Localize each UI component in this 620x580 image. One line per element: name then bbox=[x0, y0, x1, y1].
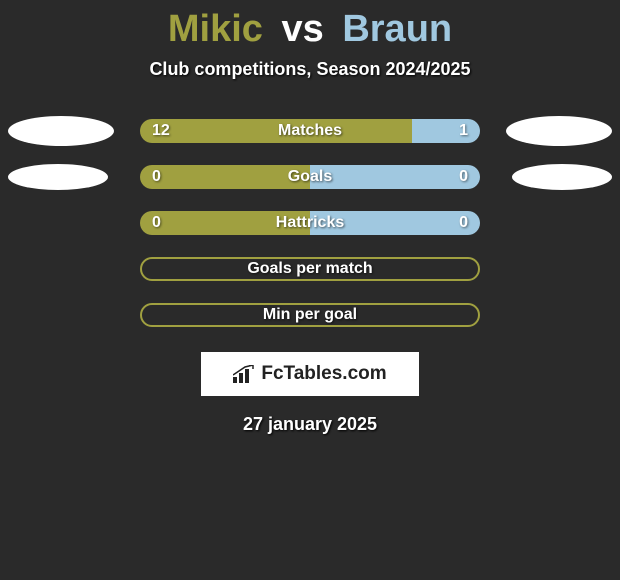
chart-growth-icon bbox=[233, 365, 255, 383]
stat-row: 0 0 Goals bbox=[0, 154, 620, 200]
player1-name: Mikic bbox=[168, 8, 263, 50]
branding-badge: FcTables.com bbox=[201, 352, 419, 396]
stat-label: Hattricks bbox=[276, 214, 344, 232]
player2-segment bbox=[412, 119, 480, 143]
stat-bar: Goals per match bbox=[140, 257, 480, 281]
stat-label: Goals per match bbox=[247, 260, 372, 278]
player1-badge-ellipse bbox=[8, 116, 114, 146]
player2-value: 1 bbox=[459, 122, 468, 140]
stat-bar: 12 1 Matches bbox=[140, 119, 480, 143]
stat-label: Goals bbox=[288, 168, 332, 186]
player2-name: Braun bbox=[342, 8, 452, 50]
subtitle: Club competitions, Season 2024/2025 bbox=[0, 59, 620, 80]
player1-badge-ellipse bbox=[8, 164, 108, 190]
stat-row: Min per goal bbox=[0, 292, 620, 338]
stat-bar: 0 0 Hattricks bbox=[140, 211, 480, 235]
date-text: 27 january 2025 bbox=[0, 414, 620, 435]
player1-value: 12 bbox=[152, 122, 170, 140]
stat-label: Min per goal bbox=[263, 306, 357, 324]
stats-container: 12 1 Matches 0 0 Goals 0 0 Hattricks Goals per ma… bbox=[0, 108, 620, 338]
branding-text: FcTables.com bbox=[261, 363, 386, 385]
player1-value: 0 bbox=[152, 214, 161, 232]
vs-text: vs bbox=[281, 8, 323, 50]
player2-badge-ellipse bbox=[506, 116, 612, 146]
player1-segment bbox=[140, 119, 412, 143]
stat-bar: Min per goal bbox=[140, 303, 480, 327]
player2-value: 0 bbox=[459, 214, 468, 232]
comparison-title: Mikic vs Braun bbox=[0, 0, 620, 51]
player1-segment bbox=[140, 165, 310, 189]
stat-row: 0 0 Hattricks bbox=[0, 200, 620, 246]
stat-bar: 0 0 Goals bbox=[140, 165, 480, 189]
player1-value: 0 bbox=[152, 168, 161, 186]
player2-segment bbox=[310, 165, 480, 189]
stat-row: 12 1 Matches bbox=[0, 108, 620, 154]
player2-value: 0 bbox=[459, 168, 468, 186]
stat-row: Goals per match bbox=[0, 246, 620, 292]
stat-label: Matches bbox=[278, 122, 342, 140]
player2-badge-ellipse bbox=[512, 164, 612, 190]
